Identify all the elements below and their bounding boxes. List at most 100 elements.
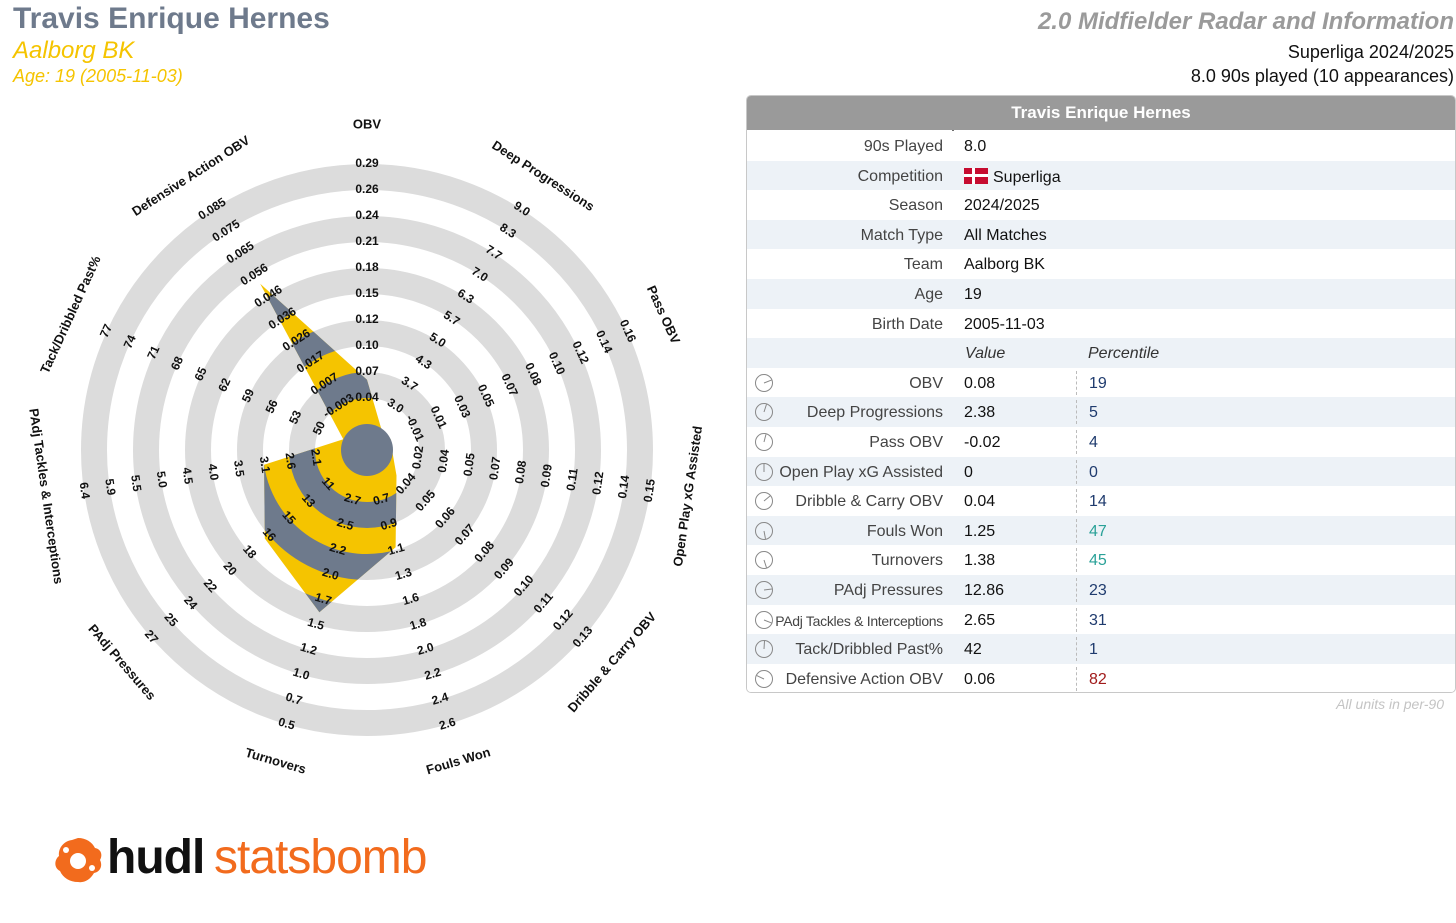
info-row: 90s Played 8.0	[747, 131, 1455, 161]
info-label: Match Type	[860, 226, 943, 244]
metric-row: OBV 0.08 19	[747, 367, 1455, 398]
info-row: Competition Superliga	[747, 160, 1455, 191]
column-separator	[1076, 607, 1077, 632]
percentile-gauge-icon	[755, 669, 773, 688]
radar-ring-band	[185, 268, 549, 632]
radar-tick-label: 0.24	[355, 208, 379, 222]
percentile-gauge-icon	[755, 551, 773, 570]
info-row: Age 19	[747, 279, 1455, 309]
info-panel: Travis Enrique Hernes 90s Played 8.0 Compe…	[746, 95, 1456, 693]
metric-row: Fouls Won 1.25 47	[747, 515, 1455, 546]
metric-value: 0.04	[964, 493, 996, 511]
radar-axis-label: Pass OBV	[644, 283, 684, 346]
column-separator	[1076, 459, 1077, 484]
radar-tick-label: 0.05	[460, 452, 477, 477]
radar-tick-label: 2.6	[437, 714, 457, 732]
metric-percentile: 47	[1089, 522, 1107, 540]
radar-tick-label: 53	[286, 408, 304, 426]
logo-icon	[55, 838, 102, 883]
logo-statsbomb: statsbomb	[214, 831, 427, 884]
radar-tick-label: 1.5	[306, 615, 326, 633]
radar-tick-label: 2.1	[308, 448, 324, 467]
radar-tick-label: 2.7	[343, 490, 363, 508]
radar-tick-label: 0.15	[641, 478, 658, 503]
percentile-gauge-icon	[755, 581, 773, 599]
metric-percentile: 14	[1089, 493, 1107, 511]
info-value: 2024/2025	[964, 197, 1040, 215]
radar-center	[341, 424, 393, 476]
age-line: Age: 19 (2005-11-03)	[13, 66, 183, 86]
metric-row: Deep Progressions 2.38 5	[747, 397, 1455, 427]
radar-tick-label: 0.09	[538, 463, 555, 488]
percentile-gauge-icon	[755, 462, 773, 481]
radar-tick-label: 0.11	[564, 467, 581, 492]
radar-axis-label: Tack/Dribbled Past%	[37, 253, 104, 376]
metric-row: PAdj Pressures 12.86 23	[747, 575, 1455, 605]
metric-value: 42	[964, 641, 982, 659]
info-row: Birth Date 2005-11-03	[747, 308, 1455, 339]
percentile-gauge-icon	[755, 373, 773, 392]
column-separator	[1076, 489, 1077, 514]
info-label: Team	[903, 256, 943, 274]
radar-tick-label: 68	[168, 354, 186, 372]
info-row: Season 2024/2025	[747, 190, 1455, 220]
radar-tick-label: 0.12	[355, 312, 379, 326]
panel-title: Travis Enrique Hernes	[747, 96, 1455, 130]
percentile-gauge-icon	[755, 403, 773, 422]
metric-row: Tack/Dribbled Past% 42 1	[747, 634, 1455, 664]
metric-value: 1.38	[964, 552, 996, 570]
radar-tick-label: 65	[192, 365, 210, 383]
radar-tick-label: 0.07	[486, 456, 503, 481]
radar-chart: 0.04 0.07 0.10 0.12 0.15 0.18 0.21 0.24 0.26 0.29…	[26, 116, 705, 777]
radar-axis-label: PAdj Tackles & Interceptions	[26, 407, 66, 585]
radar-tick-label: 1.3	[393, 565, 413, 583]
info-label: 90s Played	[863, 138, 943, 155]
radar-tick-label: 2.0	[321, 565, 341, 583]
column-separator	[1076, 666, 1077, 691]
radar-tick-label: 1.1	[386, 540, 406, 558]
metric-value: 0	[964, 463, 973, 481]
metric-label: Fouls Won	[866, 522, 943, 540]
denmark-flag-icon	[964, 167, 988, 184]
radar-tick-label: 2.4	[430, 690, 450, 708]
metric-label: Pass OBV	[869, 434, 943, 451]
metric-label: PAdj Tackles & Interceptions	[775, 612, 943, 629]
radar-tick-label: 2.2	[328, 540, 348, 558]
metric-value: 2.65	[964, 611, 996, 629]
radar-tick-label: 50	[310, 419, 328, 437]
radar-tick-label: 0.7	[284, 690, 304, 708]
radar-tick-label: 0.08	[512, 459, 529, 484]
info-row: Team Aalborg BK	[747, 249, 1455, 279]
radar-axis-label: OBV	[353, 116, 382, 131]
chart-title: 2.0 Midfielder Radar and Information	[1037, 8, 1454, 35]
percentile-gauge-icon	[755, 610, 773, 629]
radar-tick-label: 0.21	[355, 234, 379, 248]
info-value: 2005-11-03	[964, 315, 1045, 333]
metric-row: Pass OBV -0.02 4	[747, 427, 1455, 457]
metric-value: 1.25	[964, 522, 996, 540]
metric-row: Defensive Action OBV 0.06 82	[747, 663, 1455, 692]
radar-tick-label: 2.5	[335, 515, 355, 533]
metric-row: Turnovers 1.38 45	[747, 545, 1455, 575]
radar-tick-label: 0.02	[409, 444, 426, 469]
metric-percentile: 23	[1089, 582, 1107, 599]
radar-tick-label: 2.6	[282, 452, 298, 471]
radar-tick-label: 6.4	[77, 481, 93, 500]
radar-tick-label: 0.26	[355, 182, 379, 196]
column-separator	[1076, 548, 1077, 573]
radar-tick-label: 2.2	[423, 665, 443, 683]
metric-percentile: 4	[1089, 434, 1098, 451]
column-separator	[1076, 518, 1077, 543]
radar-tick-label: 0.29	[355, 156, 379, 170]
radar-tick-label: 0.10	[355, 338, 379, 352]
metric-label: Turnovers	[871, 552, 943, 570]
percentile-gauge-icon	[755, 640, 773, 659]
metric-value: -0.02	[964, 434, 1001, 451]
player-name: Travis Enrique Hernes	[13, 2, 330, 35]
radar-tick-label: 1.6	[401, 590, 421, 608]
played-line: 8.0 90s played (10 appearances)	[1190, 66, 1454, 86]
metric-label: Dribble & Carry OBV	[795, 493, 943, 511]
column-separator	[1076, 430, 1077, 454]
radar-tick-label: 1.8	[408, 615, 428, 633]
radar-tick-label: 74	[121, 332, 139, 350]
